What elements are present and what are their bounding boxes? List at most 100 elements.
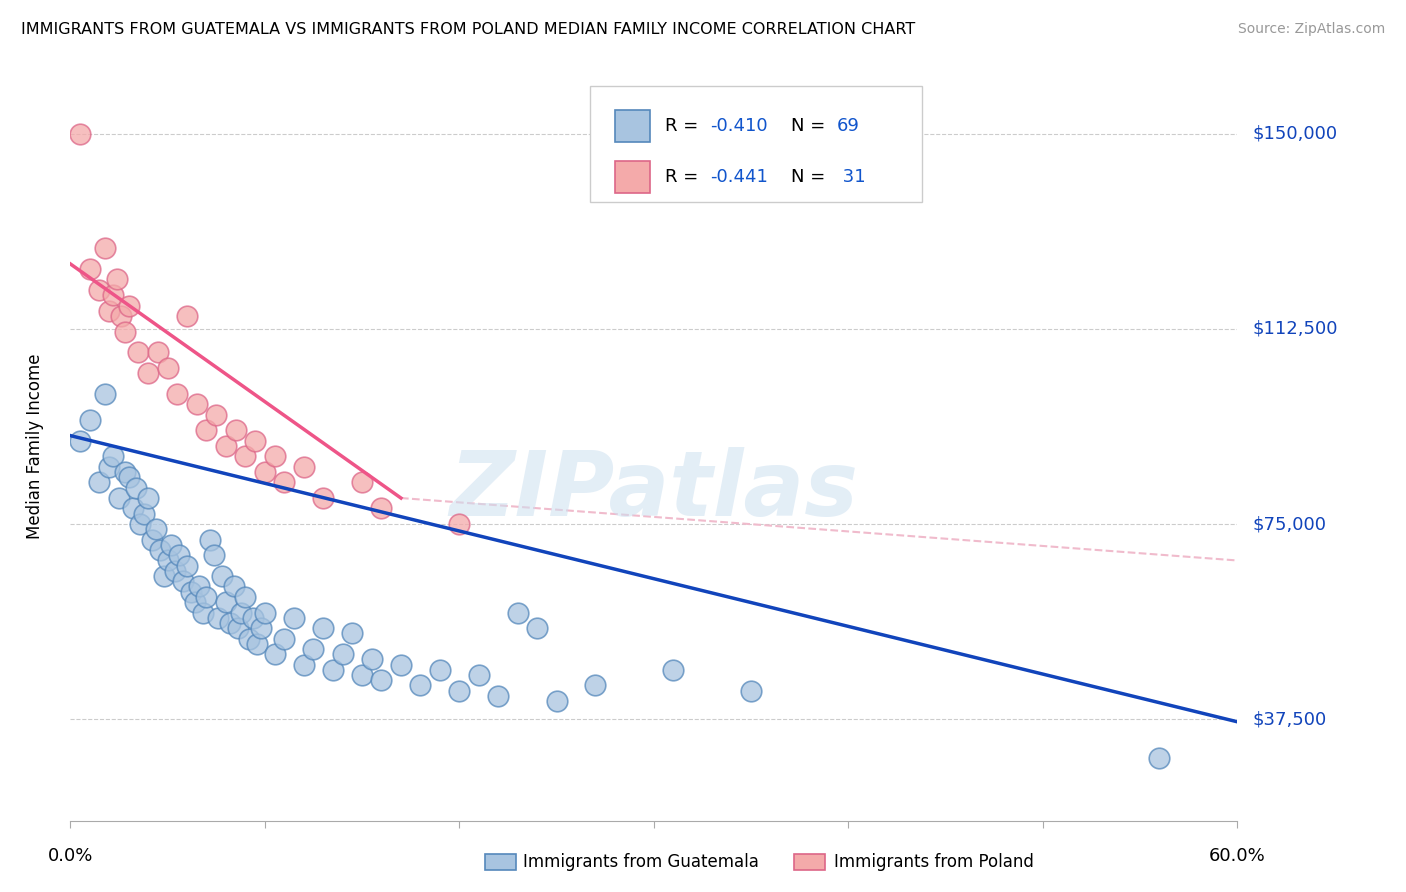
- Point: [114, 465, 136, 479]
- Point: [149, 543, 172, 558]
- Point: [233, 450, 256, 464]
- Point: [176, 558, 198, 573]
- Point: [191, 606, 214, 620]
- Point: [225, 424, 247, 438]
- Point: [114, 325, 136, 339]
- Point: [370, 501, 392, 516]
- Point: [370, 673, 392, 688]
- Point: [141, 533, 163, 547]
- Point: [292, 459, 315, 474]
- Point: [292, 657, 315, 672]
- Point: [121, 501, 143, 516]
- Point: [312, 491, 335, 505]
- Point: [250, 621, 273, 635]
- Point: [215, 595, 238, 609]
- Point: [167, 548, 190, 563]
- Point: [352, 668, 374, 682]
- Point: [205, 408, 228, 422]
- Point: [200, 533, 222, 547]
- Point: [273, 632, 295, 646]
- Point: [79, 413, 101, 427]
- Point: [145, 522, 167, 536]
- Point: [429, 663, 451, 677]
- Text: N =: N =: [792, 168, 831, 186]
- Point: [146, 345, 169, 359]
- Text: N =: N =: [792, 117, 831, 136]
- Point: [352, 475, 374, 490]
- Point: [152, 569, 174, 583]
- Point: [253, 465, 276, 479]
- Point: [89, 283, 111, 297]
- Text: Immigrants from Guatemala: Immigrants from Guatemala: [523, 853, 759, 871]
- Point: [211, 569, 233, 583]
- Point: [118, 470, 141, 484]
- Text: 60.0%: 60.0%: [1209, 847, 1265, 864]
- Point: [740, 683, 762, 698]
- Point: [187, 580, 209, 594]
- Point: [69, 434, 91, 448]
- Text: 0.0%: 0.0%: [48, 847, 93, 864]
- Text: $150,000: $150,000: [1253, 125, 1339, 143]
- Text: Median Family Income: Median Family Income: [27, 353, 45, 539]
- Point: [166, 387, 188, 401]
- Point: [136, 491, 159, 505]
- Point: [186, 397, 208, 411]
- Text: 69: 69: [837, 117, 860, 136]
- Point: [98, 303, 121, 318]
- Point: [312, 621, 335, 635]
- Point: [172, 574, 194, 589]
- Text: $112,500: $112,500: [1253, 320, 1339, 338]
- Point: [342, 626, 364, 640]
- Point: [79, 262, 101, 277]
- Point: [546, 694, 568, 708]
- Point: [105, 272, 128, 286]
- Point: [263, 647, 285, 661]
- Point: [449, 683, 471, 698]
- Point: [89, 475, 111, 490]
- Point: [69, 127, 91, 141]
- Text: IMMIGRANTS FROM GUATEMALA VS IMMIGRANTS FROM POLAND MEDIAN FAMILY INCOME CORRELA: IMMIGRANTS FROM GUATEMALA VS IMMIGRANTS …: [21, 22, 915, 37]
- Point: [160, 538, 183, 552]
- Point: [101, 288, 124, 302]
- Point: [218, 615, 240, 630]
- Point: [233, 590, 256, 604]
- Point: [226, 621, 249, 635]
- Point: [98, 459, 121, 474]
- Text: ZIPatlas: ZIPatlas: [450, 447, 858, 535]
- Point: [94, 387, 117, 401]
- Point: [184, 595, 207, 609]
- Point: [101, 450, 124, 464]
- Point: [302, 642, 325, 657]
- Point: [215, 439, 238, 453]
- Point: [195, 590, 218, 604]
- Point: [207, 611, 229, 625]
- Point: [180, 584, 202, 599]
- Text: Source: ZipAtlas.com: Source: ZipAtlas.com: [1237, 22, 1385, 37]
- Point: [322, 663, 344, 677]
- Point: [662, 663, 685, 677]
- Point: [195, 424, 218, 438]
- Text: R =: R =: [665, 168, 704, 186]
- Point: [526, 621, 548, 635]
- Point: [242, 611, 264, 625]
- Point: [94, 241, 117, 255]
- Point: [176, 309, 198, 323]
- Point: [125, 481, 148, 495]
- Text: -0.410: -0.410: [710, 117, 768, 136]
- Point: [467, 668, 491, 682]
- Point: [165, 564, 187, 578]
- Point: [332, 647, 354, 661]
- Point: [134, 507, 156, 521]
- Point: [238, 632, 260, 646]
- Point: [409, 678, 432, 692]
- Point: [231, 606, 253, 620]
- Point: [136, 366, 159, 380]
- Point: [506, 606, 529, 620]
- Point: [127, 345, 149, 359]
- Point: [118, 299, 141, 313]
- Point: [585, 678, 607, 692]
- Point: [253, 606, 276, 620]
- Point: [360, 652, 382, 666]
- Point: [283, 611, 305, 625]
- FancyBboxPatch shape: [589, 87, 922, 202]
